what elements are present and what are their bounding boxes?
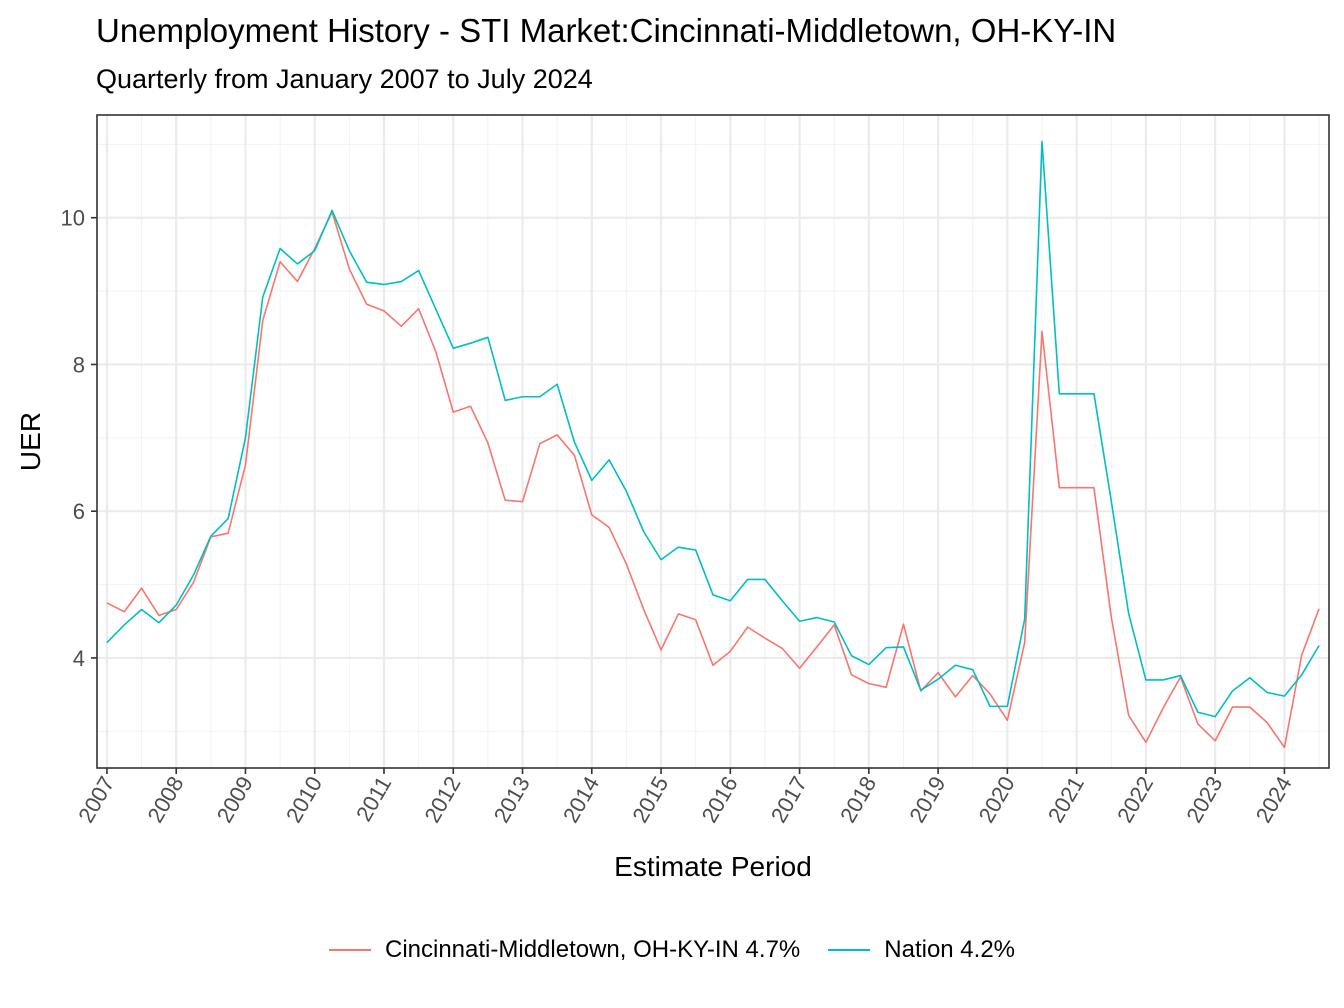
line-chart: 4 6 8 10 2007 2008 2009 2010 2011 2012 2013 2014 201…: [15, 114, 1330, 882]
chart-title: Unemployment History - STI Market:Cincin…: [96, 12, 1117, 49]
legend-item-nation: Nation 4.2%: [828, 936, 1015, 964]
series-lines: [106, 140, 1320, 749]
x-tick-label: 2023: [1181, 772, 1227, 827]
y-tick-label: 8: [73, 352, 85, 377]
x-tick-label: 2018: [835, 772, 881, 827]
plot-panel-border: [96, 114, 1330, 769]
legend-label-nation: Nation 4.2%: [884, 936, 1016, 963]
x-tick-label: 2016: [697, 772, 743, 827]
x-tick-label: 2024: [1251, 772, 1297, 827]
legend-item-cincinnati: Cincinnati-Middletown, OH-KY-IN 4.7%: [328, 936, 801, 964]
y-tick-label: 10: [61, 206, 85, 231]
x-tick-label: 2019: [904, 772, 950, 827]
series-line-cincinnati: [106, 211, 1320, 749]
legend-label-cincinnati: Cincinnati-Middletown, OH-KY-IN 4.7%: [384, 936, 801, 963]
x-tick-label: 2020: [974, 772, 1020, 827]
x-tick-label: 2012: [419, 772, 465, 827]
legend-key-nation: [828, 949, 871, 951]
x-tick-label: 2010: [281, 772, 327, 827]
y-axis-label: UER: [15, 412, 46, 471]
x-tick-label: 2008: [142, 772, 188, 827]
legend-key-cincinnati: [328, 949, 371, 951]
x-tick-label: 2021: [1043, 772, 1089, 827]
x-tick-label: 2013: [489, 772, 535, 827]
series-line-nation: [106, 140, 1320, 718]
chart-subtitle: Quarterly from January 2007 to July 2024: [96, 64, 593, 94]
grid: [97, 115, 1329, 768]
x-tick-label: 2017: [766, 772, 812, 827]
x-tick-label: 2011: [351, 772, 396, 825]
x-axis-label: Estimate Period: [614, 851, 812, 882]
x-tick-label: 2022: [1112, 772, 1158, 827]
x-tick-label: 2015: [627, 772, 673, 827]
x-tick-label: 2007: [73, 772, 119, 827]
legend: Cincinnati-Middletown, OH-KY-IN 4.7% Nat…: [0, 936, 1344, 964]
x-tick-label: 2014: [558, 772, 604, 827]
y-tick-label: 4: [73, 646, 85, 671]
y-tick-label: 6: [73, 499, 85, 524]
x-tick-label: 2009: [212, 772, 258, 827]
